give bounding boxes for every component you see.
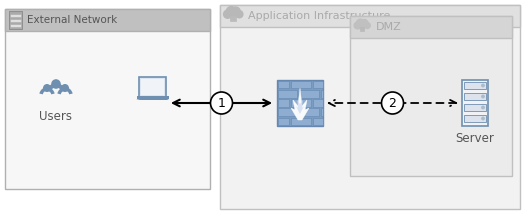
- Circle shape: [482, 84, 484, 87]
- Bar: [9, 11, 22, 29]
- Bar: [278, 117, 289, 125]
- Bar: [277, 80, 323, 126]
- Bar: [278, 108, 297, 116]
- Bar: [292, 99, 311, 107]
- Bar: [5, 9, 210, 31]
- Circle shape: [382, 92, 403, 114]
- Circle shape: [482, 117, 484, 120]
- Circle shape: [356, 19, 365, 27]
- Bar: [321, 90, 322, 98]
- Bar: [278, 90, 297, 98]
- Circle shape: [354, 22, 361, 29]
- Bar: [137, 95, 169, 99]
- Polygon shape: [291, 88, 309, 120]
- Bar: [278, 81, 289, 88]
- Bar: [292, 117, 311, 125]
- Bar: [220, 5, 520, 209]
- Bar: [10, 13, 21, 17]
- Bar: [224, 12, 240, 17]
- Bar: [10, 18, 21, 22]
- Circle shape: [226, 7, 236, 16]
- Bar: [313, 117, 322, 125]
- Text: DMZ: DMZ: [376, 22, 402, 32]
- Circle shape: [43, 84, 51, 92]
- Bar: [313, 81, 322, 88]
- Bar: [299, 108, 319, 116]
- Circle shape: [231, 7, 240, 16]
- Bar: [360, 27, 364, 31]
- Bar: [139, 77, 166, 97]
- Bar: [10, 24, 21, 27]
- Circle shape: [482, 106, 484, 109]
- Bar: [231, 16, 236, 21]
- Bar: [141, 79, 164, 95]
- Bar: [292, 81, 311, 88]
- Circle shape: [236, 11, 243, 18]
- Circle shape: [482, 95, 484, 98]
- Bar: [462, 80, 488, 126]
- Text: Server: Server: [456, 132, 494, 146]
- Text: External Network: External Network: [27, 15, 117, 25]
- Bar: [299, 90, 319, 98]
- Circle shape: [224, 10, 232, 18]
- Bar: [321, 108, 322, 116]
- Bar: [464, 115, 486, 122]
- Bar: [464, 93, 486, 100]
- Bar: [220, 5, 520, 27]
- Polygon shape: [296, 100, 304, 114]
- Text: Application Infrastructure: Application Infrastructure: [248, 11, 391, 21]
- Circle shape: [364, 22, 370, 28]
- Bar: [278, 99, 289, 107]
- Circle shape: [360, 19, 368, 27]
- Circle shape: [61, 84, 69, 92]
- Bar: [350, 16, 512, 38]
- Text: 1: 1: [217, 97, 225, 110]
- Bar: [464, 82, 486, 89]
- Bar: [350, 16, 512, 176]
- Polygon shape: [136, 99, 169, 100]
- Circle shape: [210, 92, 233, 114]
- Bar: [5, 9, 210, 189]
- Text: 2: 2: [388, 97, 396, 110]
- Bar: [355, 23, 368, 28]
- Text: Users: Users: [40, 110, 73, 122]
- Circle shape: [51, 79, 61, 89]
- Bar: [313, 99, 322, 107]
- Bar: [464, 104, 486, 111]
